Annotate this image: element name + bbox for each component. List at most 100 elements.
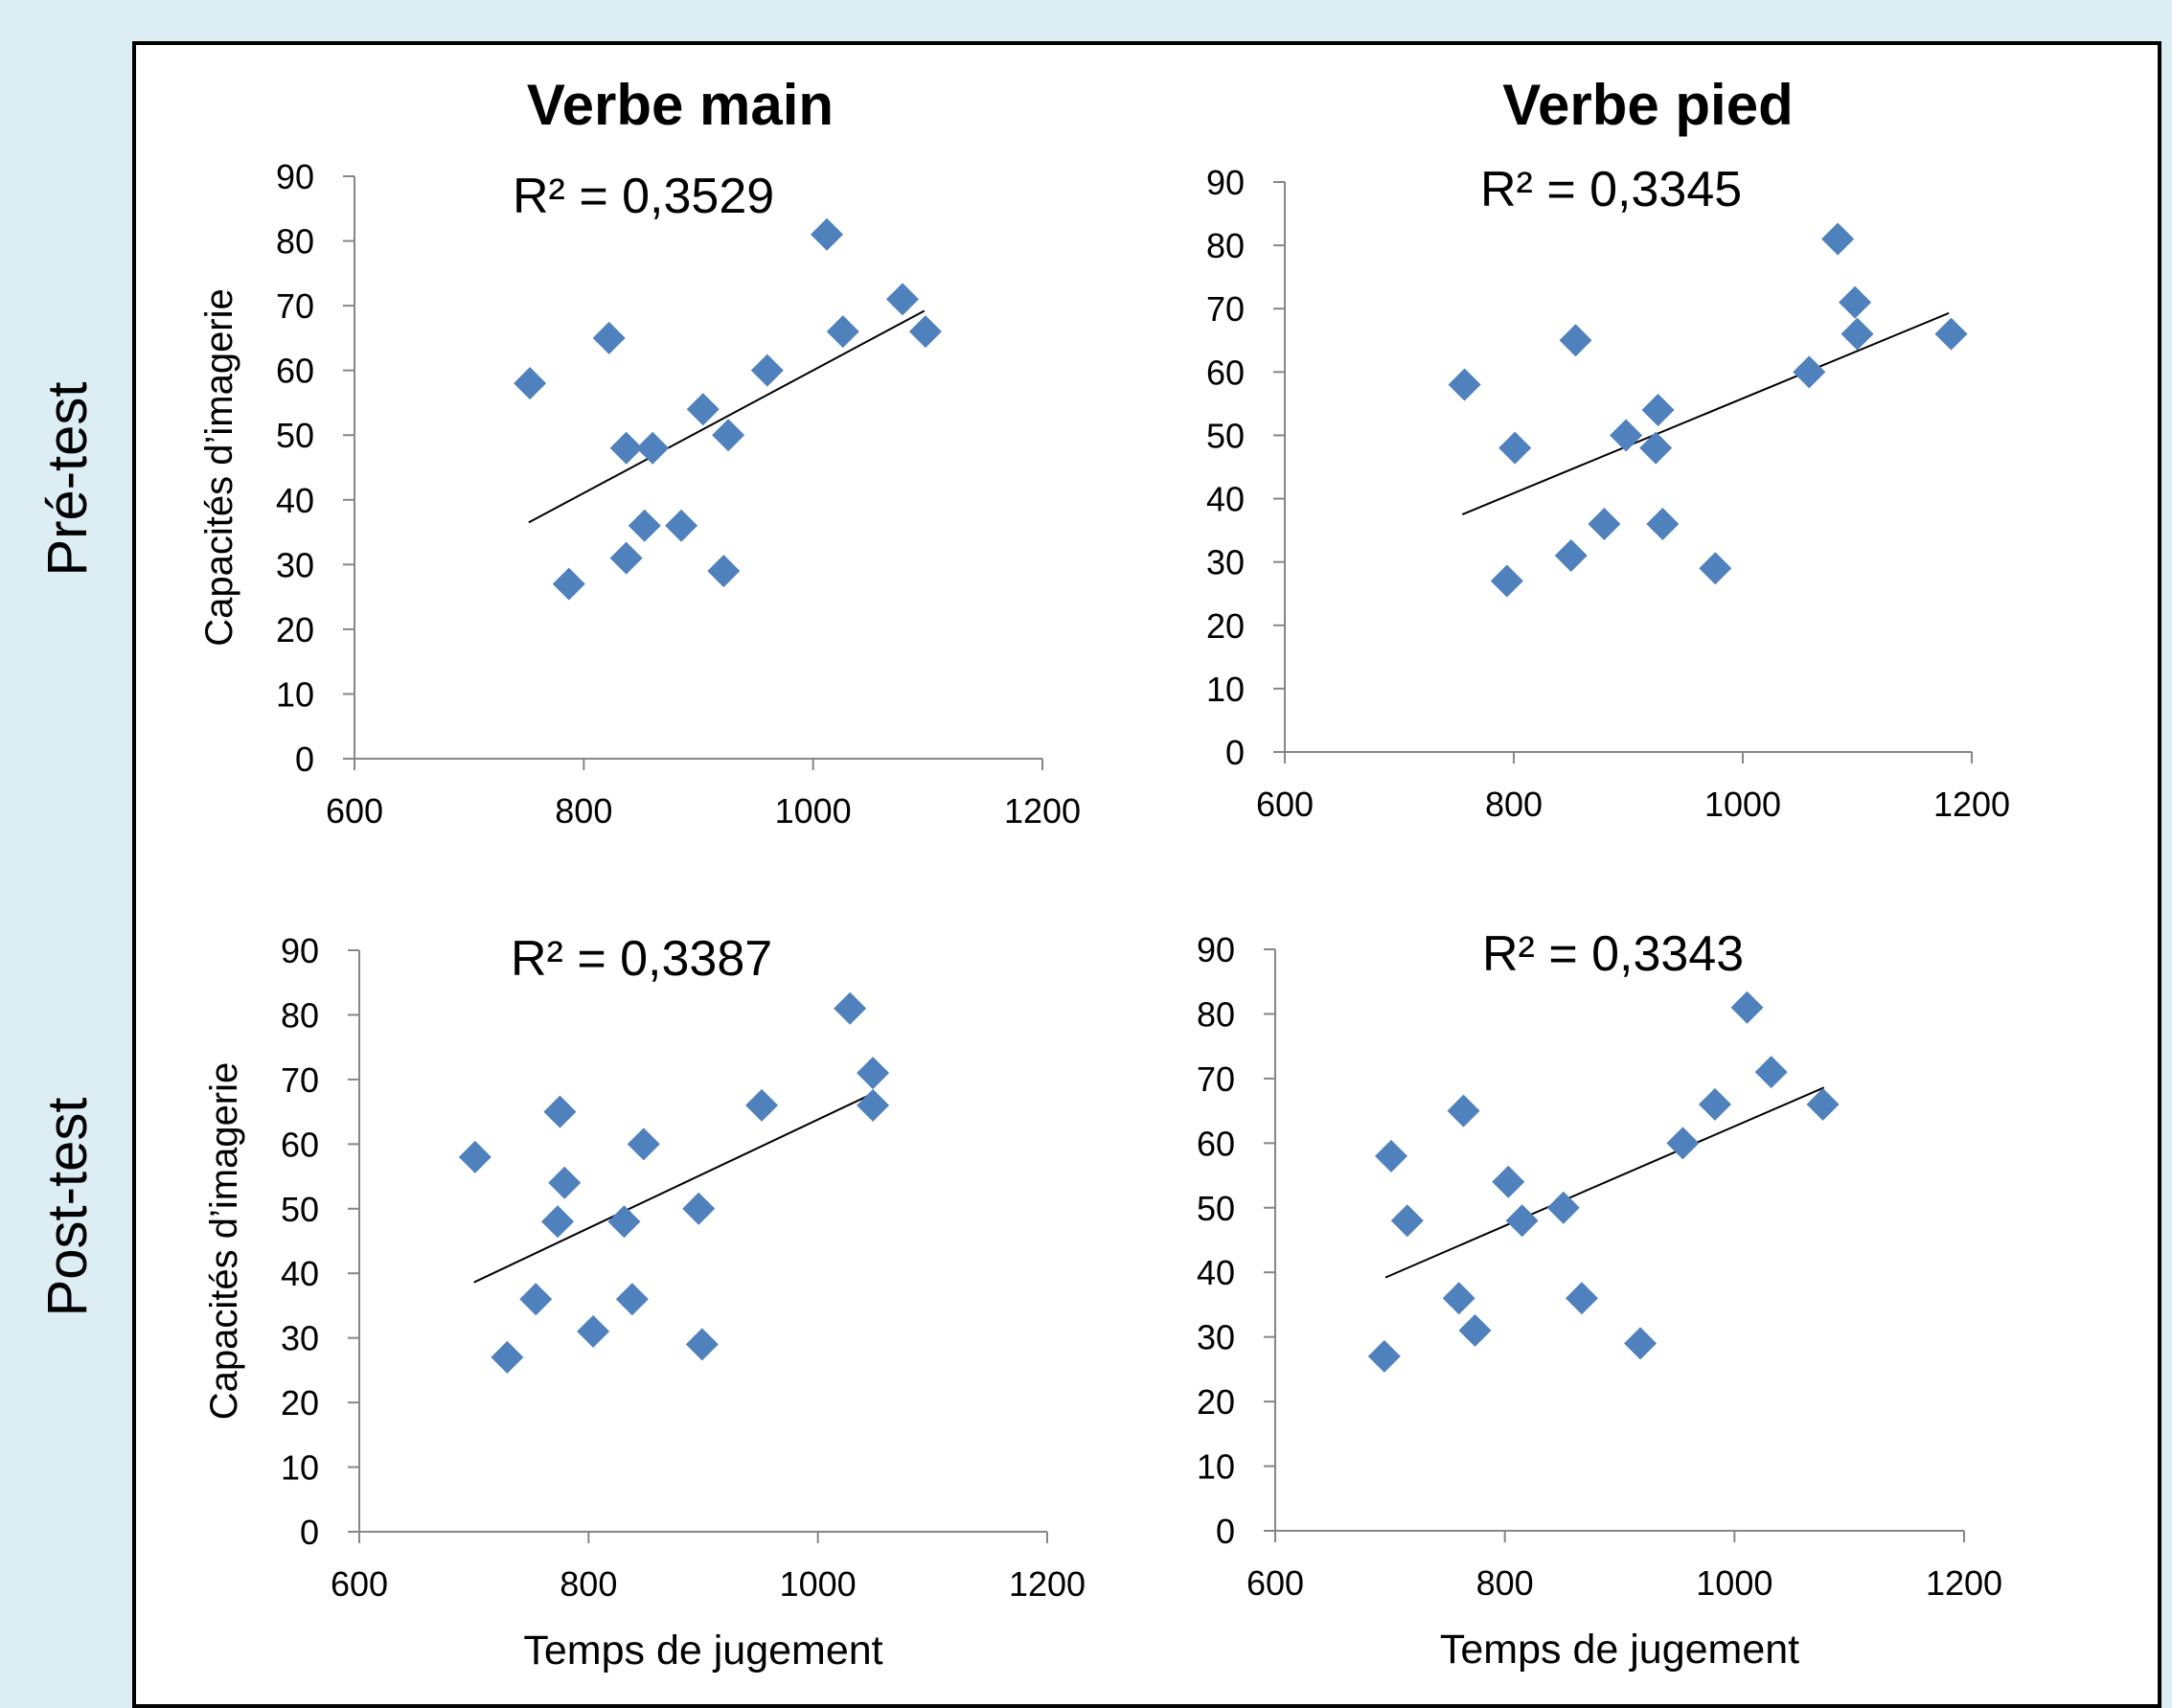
- data-point: [1505, 1204, 1539, 1238]
- data-point: [811, 217, 844, 251]
- data-point: [686, 393, 720, 426]
- y-tick-label: 50: [1206, 416, 1245, 455]
- trendline: [528, 309, 926, 524]
- data-point: [636, 431, 670, 465]
- y-tick-label: 90: [1197, 930, 1235, 969]
- data-point: [857, 1088, 890, 1122]
- data-point: [1442, 1282, 1475, 1315]
- data-point: [609, 541, 643, 575]
- y-tick-label: 40: [1206, 480, 1245, 519]
- trendline: [1384, 1086, 1825, 1279]
- data-point: [826, 315, 859, 349]
- x-tick-label: 600: [1256, 785, 1314, 824]
- data-point: [1646, 508, 1680, 540]
- y-tick-label: 40: [1197, 1253, 1235, 1292]
- data-point: [834, 991, 867, 1025]
- figure-frame: [132, 41, 2161, 1708]
- data-point: [458, 1140, 492, 1173]
- y-tick-label: 0: [300, 1513, 319, 1552]
- data-point: [750, 353, 784, 387]
- data-point: [628, 509, 661, 542]
- data-point: [1447, 1094, 1480, 1127]
- y-tick-label: 10: [1197, 1447, 1235, 1487]
- x-tick-label: 600: [1246, 1563, 1304, 1603]
- data-point: [548, 1166, 582, 1199]
- x-tick-label: 800: [555, 791, 612, 831]
- y-tick-label: 60: [281, 1125, 319, 1164]
- data-point: [1934, 317, 1968, 351]
- data-point: [615, 1283, 649, 1316]
- data-point: [1624, 1327, 1658, 1360]
- data-point: [1554, 539, 1588, 573]
- y-tick-label: 70: [276, 286, 314, 326]
- y-tick-label: 80: [276, 222, 314, 262]
- data-point: [745, 1088, 779, 1122]
- data-point: [1698, 1087, 1731, 1121]
- data-point: [1639, 431, 1673, 465]
- x-tick-label: 1200: [1004, 791, 1081, 831]
- data-point: [514, 367, 547, 400]
- data-point: [1839, 285, 1872, 319]
- y-tick-label: 30: [276, 545, 314, 584]
- trendline: [473, 1091, 876, 1284]
- r-squared-annotation: R² = 0,3387: [511, 931, 772, 987]
- y-tick-label: 20: [1206, 606, 1245, 646]
- data-point: [665, 509, 698, 542]
- data-point: [577, 1314, 610, 1348]
- y-tick-label: 0: [295, 740, 314, 779]
- y-tick-label: 40: [281, 1254, 319, 1293]
- x-axis-label: Temps de jugement: [1440, 1627, 1799, 1673]
- data-point: [712, 419, 745, 452]
- data-point: [1588, 508, 1621, 540]
- y-tick-label: 20: [276, 610, 314, 649]
- x-tick-label: 1000: [775, 791, 852, 831]
- data-point: [1546, 1191, 1580, 1224]
- data-point: [1490, 564, 1523, 598]
- r-squared-annotation: R² = 0,3345: [1480, 162, 1742, 217]
- data-point: [1806, 1087, 1840, 1121]
- panel-title: Verbe main: [527, 73, 834, 137]
- y-tick-label: 60: [1206, 353, 1245, 392]
- x-tick-label: 600: [331, 1564, 388, 1604]
- x-tick-label: 1000: [1696, 1563, 1772, 1603]
- y-tick-label: 10: [1206, 670, 1245, 709]
- data-point: [857, 1057, 890, 1090]
- data-point: [1840, 317, 1874, 351]
- data-point: [1754, 1056, 1788, 1089]
- x-tick-label: 800: [560, 1564, 617, 1604]
- row-label-pretest: Pré-test: [36, 381, 99, 576]
- y-tick-label: 20: [1197, 1382, 1235, 1422]
- y-tick-label: 40: [276, 481, 314, 520]
- row-label-posttest: Post-test: [36, 1098, 99, 1317]
- y-tick-label: 70: [1206, 289, 1245, 329]
- y-axis-label: Capacités d’imagerie: [198, 288, 240, 647]
- data-point: [1793, 355, 1826, 389]
- data-point: [1498, 431, 1532, 465]
- y-tick-label: 90: [276, 157, 314, 196]
- data-point: [1375, 1139, 1408, 1173]
- x-tick-label: 1200: [1009, 1564, 1086, 1604]
- scatter-panel-4: 0 10 20 30 40 50 60 70 80 90 600 800 1000 1200 R² = 0,…: [1197, 926, 2002, 1673]
- x-tick-label: 1000: [780, 1564, 857, 1604]
- x-tick-label: 1200: [1933, 785, 2010, 824]
- y-tick-label: 50: [1197, 1189, 1235, 1228]
- data-point: [519, 1283, 553, 1316]
- y-tick-label: 30: [281, 1319, 319, 1358]
- data-point: [1730, 991, 1764, 1024]
- y-tick-label: 10: [281, 1448, 319, 1488]
- y-tick-label: 70: [281, 1060, 319, 1100]
- data-point: [592, 321, 626, 354]
- data-point: [1367, 1339, 1401, 1373]
- data-point: [707, 555, 741, 588]
- y-tick-label: 60: [276, 352, 314, 391]
- data-point: [682, 1192, 716, 1225]
- scatter-panel-3: 0 10 20 30 40 50 60 70 80 90 600 800 1000 1200 R² = 0,…: [203, 931, 1086, 1674]
- data-point: [1821, 222, 1855, 256]
- data-point: [1492, 1165, 1525, 1198]
- x-tick-label: 1200: [1926, 1563, 2002, 1603]
- y-tick-label: 80: [281, 995, 319, 1035]
- y-tick-label: 80: [1197, 994, 1235, 1034]
- y-tick-label: 80: [1206, 226, 1245, 265]
- y-tick-label: 0: [1216, 1512, 1235, 1551]
